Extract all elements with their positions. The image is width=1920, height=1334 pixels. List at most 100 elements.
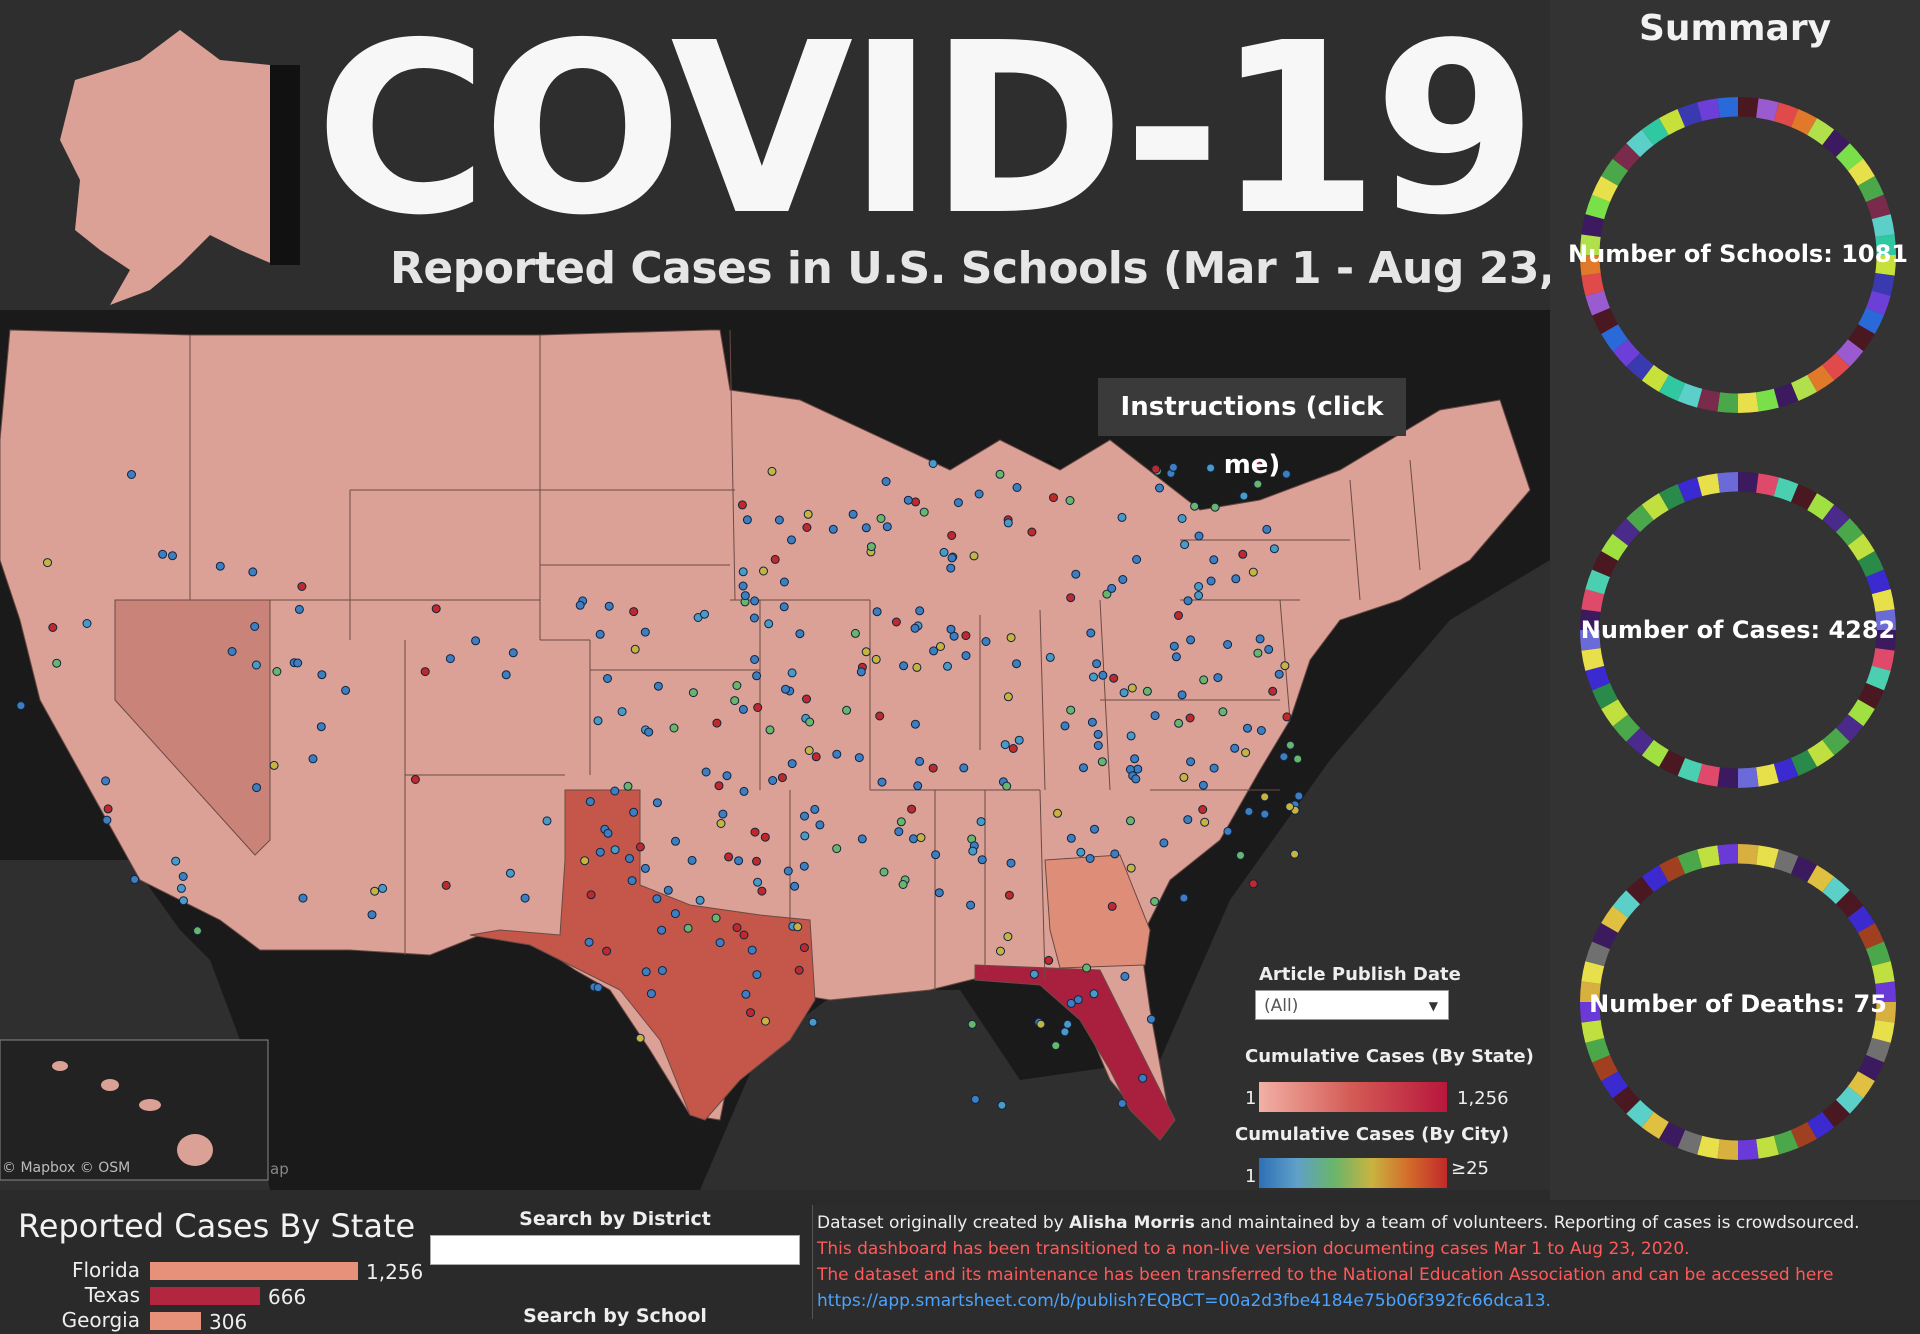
- case-dot[interactable]: [629, 807, 639, 817]
- case-dot[interactable]: [861, 523, 871, 533]
- donut-segment[interactable]: [1592, 551, 1619, 578]
- donut-segment[interactable]: [1580, 234, 1602, 256]
- case-dot[interactable]: [866, 542, 876, 552]
- donut-segment[interactable]: [1871, 214, 1895, 238]
- case-dot[interactable]: [770, 554, 780, 564]
- case-dot[interactable]: [1002, 781, 1012, 791]
- case-dot[interactable]: [779, 602, 789, 612]
- case-dot[interactable]: [803, 509, 813, 519]
- case-dot[interactable]: [1090, 824, 1099, 834]
- case-dot[interactable]: [1209, 763, 1219, 773]
- case-dot[interactable]: [968, 846, 978, 856]
- case-dot[interactable]: [765, 725, 775, 735]
- case-dot[interactable]: [317, 670, 327, 680]
- case-dot[interactable]: [738, 581, 748, 591]
- donut-segment[interactable]: [1626, 727, 1655, 756]
- donut-segment[interactable]: [1847, 158, 1875, 187]
- case-dot[interactable]: [974, 489, 984, 499]
- case-dot[interactable]: [610, 845, 620, 855]
- case-dot[interactable]: [777, 773, 787, 783]
- case-dot[interactable]: [1290, 849, 1300, 859]
- case-dot[interactable]: [695, 895, 705, 905]
- case-dot[interactable]: [1279, 752, 1289, 762]
- case-dot[interactable]: [1280, 661, 1290, 671]
- case-dot[interactable]: [1150, 897, 1160, 906]
- case-dot[interactable]: [179, 896, 188, 906]
- case-dot[interactable]: [584, 937, 594, 947]
- donut-segment[interactable]: [1612, 518, 1641, 547]
- case-dot[interactable]: [787, 535, 796, 545]
- case-dot[interactable]: [294, 604, 304, 614]
- case-dot[interactable]: [764, 619, 774, 629]
- case-dot[interactable]: [861, 647, 871, 657]
- donut-segment[interactable]: [1677, 849, 1703, 875]
- schools-donut-chart[interactable]: [1568, 85, 1908, 425]
- donut-segment[interactable]: [1585, 1037, 1611, 1063]
- case-dot[interactable]: [1044, 955, 1054, 965]
- case-dot[interactable]: [899, 661, 909, 671]
- donut-segment[interactable]: [1737, 1138, 1759, 1160]
- case-dot[interactable]: [604, 601, 614, 611]
- case-dot[interactable]: [752, 970, 762, 980]
- donut-segment[interactable]: [1601, 698, 1629, 727]
- case-dot[interactable]: [158, 549, 168, 559]
- donut-segment[interactable]: [1790, 109, 1817, 136]
- donut-segment[interactable]: [1581, 272, 1605, 296]
- case-dot[interactable]: [669, 723, 679, 733]
- case-dot[interactable]: [644, 727, 654, 737]
- case-dot[interactable]: [48, 623, 58, 632]
- case-dot[interactable]: [856, 667, 866, 677]
- case-dot[interactable]: [635, 842, 645, 852]
- case-dot[interactable]: [367, 910, 377, 920]
- donut-segment[interactable]: [1821, 1099, 1850, 1128]
- case-dot[interactable]: [171, 856, 181, 866]
- donut-segment[interactable]: [1755, 388, 1779, 412]
- donut-segment[interactable]: [1857, 176, 1884, 203]
- case-dot[interactable]: [52, 658, 62, 668]
- case-dot[interactable]: [848, 509, 858, 519]
- case-dot[interactable]: [732, 923, 742, 933]
- donut-segment[interactable]: [1857, 682, 1884, 709]
- donut-segment[interactable]: [1641, 1111, 1670, 1139]
- case-dot[interactable]: [1126, 816, 1135, 826]
- donut-segment[interactable]: [1580, 981, 1602, 1003]
- case-dot[interactable]: [781, 684, 790, 694]
- case-dot[interactable]: [976, 817, 986, 827]
- donut-segment[interactable]: [1592, 307, 1619, 334]
- case-dot[interactable]: [790, 881, 800, 891]
- case-dot[interactable]: [1244, 807, 1254, 816]
- case-dot[interactable]: [1248, 879, 1258, 889]
- case-dot[interactable]: [1060, 1027, 1070, 1037]
- donut-segment[interactable]: [1717, 844, 1739, 866]
- case-dot[interactable]: [1281, 469, 1291, 479]
- donut-segment[interactable]: [1717, 391, 1739, 413]
- case-dot[interactable]: [1120, 971, 1130, 981]
- case-dot[interactable]: [734, 856, 744, 866]
- donut-segment[interactable]: [1612, 1085, 1641, 1114]
- case-dot[interactable]: [101, 776, 111, 786]
- donut-segment[interactable]: [1697, 388, 1721, 412]
- case-dot[interactable]: [1012, 659, 1021, 669]
- case-dot[interactable]: [832, 749, 842, 759]
- case-dot[interactable]: [1179, 893, 1189, 903]
- instructions-button[interactable]: Instructions (click me): [1098, 378, 1406, 480]
- case-dot[interactable]: [996, 946, 1005, 956]
- case-dot[interactable]: [308, 754, 318, 764]
- case-dot[interactable]: [629, 607, 639, 617]
- case-dot[interactable]: [876, 514, 886, 523]
- donut-segment[interactable]: [1865, 1037, 1891, 1063]
- donut-segment[interactable]: [1806, 493, 1835, 521]
- donut-segment[interactable]: [1790, 374, 1817, 401]
- donut-segment[interactable]: [1847, 905, 1875, 934]
- map-area[interactable]: COVID-19 Reported Cases in U.S. Schools …: [0, 0, 1550, 1190]
- case-dot[interactable]: [1014, 735, 1024, 745]
- case-dot[interactable]: [722, 771, 732, 781]
- case-dot[interactable]: [732, 681, 742, 690]
- case-dot[interactable]: [1089, 989, 1099, 999]
- case-dot[interactable]: [542, 816, 552, 826]
- case-dot[interactable]: [176, 883, 186, 893]
- info-link[interactable]: https://app.smartsheet.com/b/publish?EQB…: [817, 1291, 1551, 1311]
- donut-segment[interactable]: [1835, 518, 1864, 547]
- donut-segment[interactable]: [1592, 1054, 1619, 1081]
- case-dot[interactable]: [316, 722, 326, 732]
